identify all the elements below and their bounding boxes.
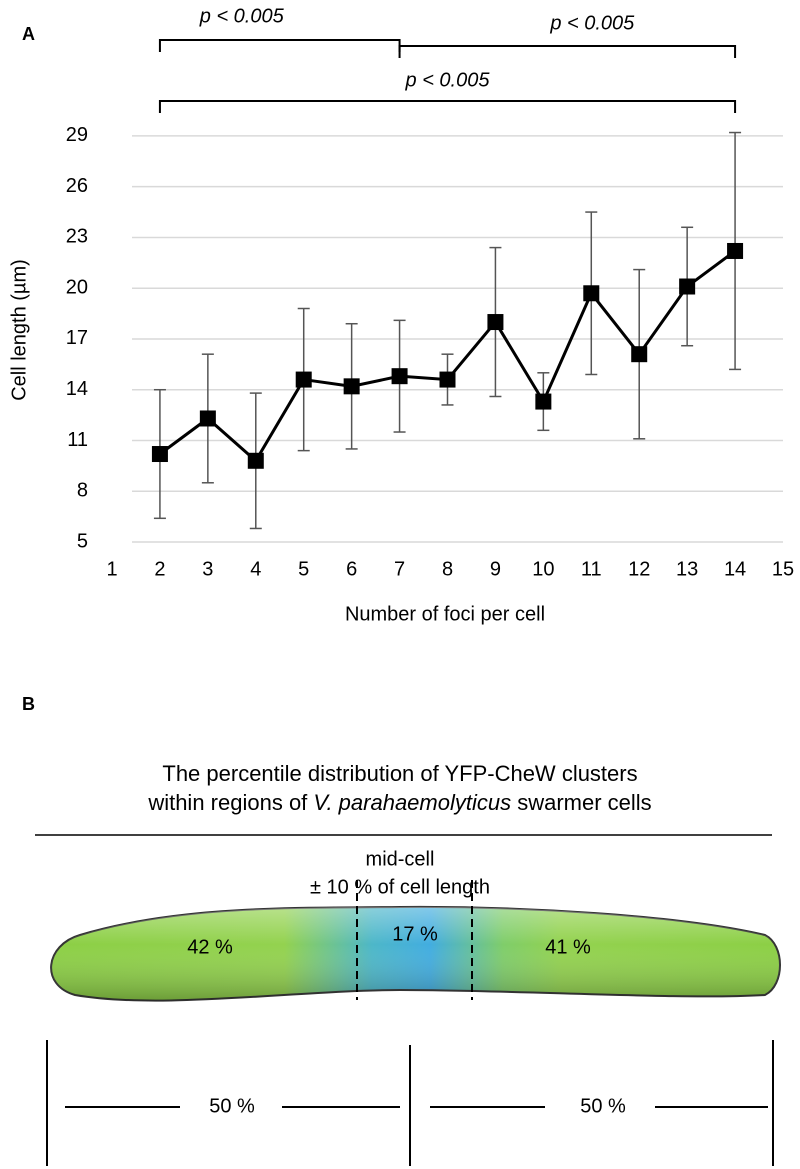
half-label: 50 % (580, 1095, 626, 1117)
marker (631, 346, 648, 363)
region-label: 41 % (545, 936, 591, 958)
marker (151, 446, 168, 463)
y-tick-label: 26 (66, 175, 88, 197)
marker (343, 378, 360, 395)
cell-shading (51, 906, 781, 1001)
region-label: 17 % (392, 923, 438, 945)
x-tick-label: 9 (490, 558, 501, 580)
marker (295, 371, 312, 388)
x-tick-label: 12 (628, 558, 650, 580)
region-label: 42 % (187, 936, 233, 958)
x-tick-label: 11 (581, 558, 602, 580)
y-tick-label: 11 (67, 429, 88, 451)
significance-label: p < 0.005 (549, 12, 635, 34)
half-label: 50 % (209, 1095, 255, 1117)
marker (583, 285, 600, 302)
diagram-title: within regions of V. parahaemolyticus sw… (147, 790, 651, 815)
y-axis-label: Cell length (µm) (8, 259, 30, 401)
bracket (398, 45, 737, 58)
y-tick-label: 5 (77, 530, 88, 552)
panel-label: B (22, 694, 35, 714)
y-tick-label: 29 (66, 124, 88, 146)
title-part: within regions of (147, 790, 313, 815)
x-axis-label: Number of foci per cell (345, 603, 545, 625)
diagram-title: The percentile distribution of YFP-CheW … (162, 761, 637, 786)
panel-label: A (22, 24, 35, 44)
y-tick-label: 23 (66, 226, 88, 248)
bracket (158, 100, 737, 113)
x-tick-label: 4 (250, 558, 261, 580)
marker (247, 452, 264, 469)
marker (535, 393, 552, 410)
marker (727, 242, 744, 259)
x-tick-label: 2 (154, 558, 165, 580)
y-tick-label: 14 (66, 378, 88, 400)
title-part: V. parahaemolyticus (313, 790, 511, 815)
x-tick-label: 3 (202, 558, 213, 580)
marker (487, 314, 504, 331)
marker (439, 371, 456, 388)
x-tick-label: 5 (298, 558, 309, 580)
significance-label: p < 0.005 (405, 69, 491, 91)
x-tick-label: 8 (442, 558, 453, 580)
y-tick-label: 20 (66, 276, 88, 298)
x-tick-label: 6 (346, 558, 357, 580)
marker (199, 410, 216, 427)
x-tick-label: 13 (676, 558, 698, 580)
x-tick-label: 14 (724, 558, 746, 580)
marker (679, 278, 696, 295)
x-tick-label: 15 (772, 558, 794, 580)
y-tick-label: 8 (77, 480, 88, 502)
x-tick-label: 7 (394, 558, 405, 580)
midcell-label: mid-cell (366, 848, 435, 870)
marker (391, 368, 408, 385)
bracket (158, 39, 401, 52)
y-tick-label: 17 (66, 327, 88, 349)
midcell-label: ± 10 % of cell length (310, 876, 490, 898)
x-tick-label: 10 (532, 558, 554, 580)
title-part: swarmer cells (511, 790, 652, 815)
x-tick-label: 1 (106, 558, 117, 580)
significance-label: p < 0.005 (199, 5, 285, 27)
